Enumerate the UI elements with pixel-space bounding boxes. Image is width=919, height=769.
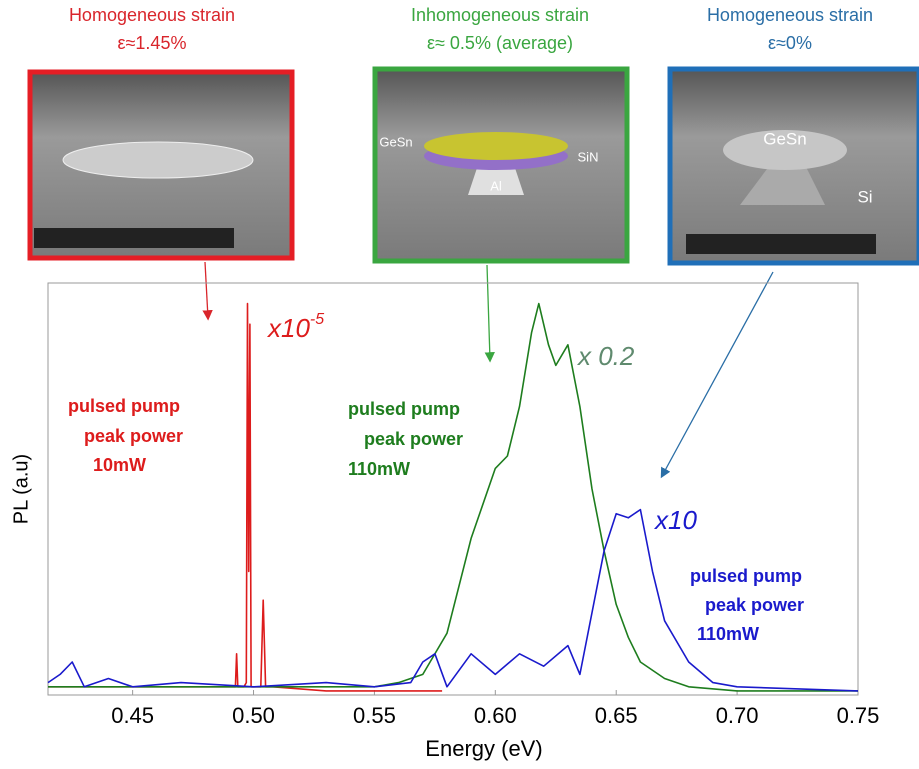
sem-panel: [372, 66, 630, 264]
scale-text: x10: [653, 505, 697, 535]
disk: [62, 141, 254, 179]
image-label: GeSn: [379, 134, 412, 149]
sem-panel: [667, 66, 919, 266]
panel-subtitle: ε≈0%: [768, 33, 812, 53]
pillar: [740, 165, 825, 205]
panel-title: Inhomogeneous strain: [411, 5, 589, 25]
x-tick-label: 0.45: [111, 703, 154, 728]
x-tick-label: 0.60: [474, 703, 517, 728]
image-label: SiN: [578, 149, 599, 164]
disk: [723, 130, 847, 170]
pillar: [468, 165, 524, 195]
scale-bar: [686, 234, 876, 254]
x-tick-label: 0.50: [232, 703, 275, 728]
y-axis-label: PL (a.u): [10, 454, 32, 524]
scale-annotation: x10: [653, 505, 697, 535]
image-label: GeSn: [763, 129, 806, 148]
annotation: pulsed pump: [348, 399, 460, 419]
x-axis-label: Energy (eV): [425, 736, 542, 761]
annotation: peak power: [84, 426, 183, 446]
annotation: pulsed pump: [68, 396, 180, 416]
annotation: 110mW: [697, 624, 759, 644]
scale-bar: [34, 228, 234, 248]
panel-title: Homogeneous strain: [707, 5, 873, 25]
annotation: pulsed pump: [690, 566, 802, 586]
panel-subtitle: ε≈ 0.5% (average): [427, 33, 573, 53]
image-label: Al: [490, 178, 502, 193]
x-tick-label: 0.65: [595, 703, 638, 728]
x-tick-label: 0.75: [837, 703, 880, 728]
arrow: [484, 264, 495, 363]
scale-text: x10: [266, 313, 310, 343]
annotation: peak power: [705, 595, 804, 615]
scale-exponent: -5: [310, 311, 324, 328]
annotation: 10mW: [93, 455, 146, 475]
plot-frame: [47, 282, 859, 696]
x-tick-label: 0.55: [353, 703, 396, 728]
annotation: 110mW: [348, 459, 410, 479]
x-tick-label: 0.70: [716, 703, 759, 728]
annotation: peak power: [364, 429, 463, 449]
panel-subtitle: ε≈1.45%: [118, 33, 187, 53]
gesn-layer: [424, 132, 568, 160]
series-line: [47, 508, 859, 692]
sem-panel: [27, 69, 295, 261]
arrow: [660, 271, 774, 479]
scale-annotation: x10-5: [266, 311, 324, 343]
series-line: [48, 302, 443, 692]
scale-text: x 0.2: [576, 341, 635, 371]
series-line: [48, 302, 858, 692]
scale-annotation: x 0.2: [576, 341, 635, 371]
arrow: [202, 261, 213, 321]
panel-title: Homogeneous strain: [69, 5, 235, 25]
image-label: Si: [857, 187, 872, 206]
